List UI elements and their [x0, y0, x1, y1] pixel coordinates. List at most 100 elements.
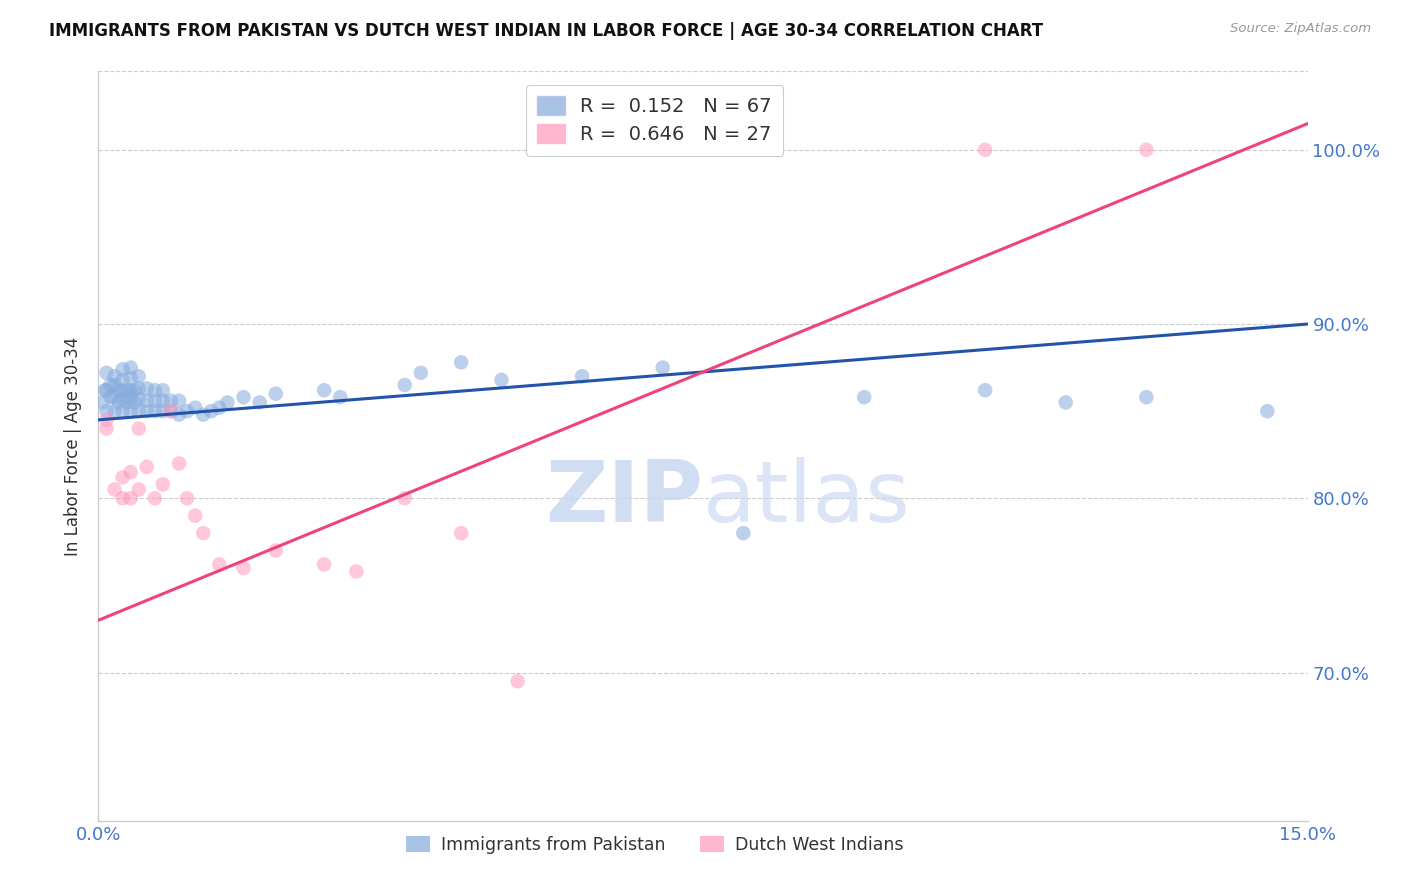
Point — [853, 390, 876, 404]
Point — [124, 395, 146, 409]
Point — [1054, 395, 1077, 409]
Point — [184, 401, 207, 415]
Point — [208, 558, 231, 572]
Point — [193, 526, 215, 541]
Point — [103, 483, 125, 497]
Point — [249, 395, 271, 409]
Point — [264, 386, 287, 401]
Point — [103, 390, 125, 404]
Point — [143, 491, 166, 506]
Point — [394, 491, 416, 506]
Point — [152, 404, 174, 418]
Point — [111, 470, 134, 484]
Point — [120, 404, 142, 418]
Point — [96, 404, 118, 418]
Point — [143, 383, 166, 397]
Point — [111, 373, 134, 387]
Point — [232, 561, 254, 575]
Point — [329, 390, 352, 404]
Point — [120, 392, 142, 406]
Point — [232, 390, 254, 404]
Point — [200, 404, 222, 418]
Point — [128, 404, 150, 418]
Point — [115, 395, 138, 409]
Point — [167, 393, 190, 408]
Point — [394, 378, 416, 392]
Point — [111, 362, 134, 376]
Point — [107, 383, 129, 397]
Point — [135, 459, 157, 474]
Point — [135, 382, 157, 396]
Point — [94, 383, 117, 397]
Point — [124, 383, 146, 397]
Point — [120, 465, 142, 479]
Point — [107, 395, 129, 409]
Point — [1135, 143, 1157, 157]
Y-axis label: In Labor Force | Age 30-34: In Labor Force | Age 30-34 — [65, 336, 83, 556]
Point — [128, 369, 150, 384]
Point — [152, 383, 174, 397]
Text: IMMIGRANTS FROM PAKISTAN VS DUTCH WEST INDIAN IN LABOR FORCE | AGE 30-34 CORRELA: IMMIGRANTS FROM PAKISTAN VS DUTCH WEST I… — [49, 22, 1043, 40]
Point — [208, 401, 231, 415]
Point — [115, 383, 138, 397]
Point — [128, 483, 150, 497]
Point — [651, 360, 673, 375]
Text: ZIP: ZIP — [546, 457, 703, 540]
Point — [176, 404, 198, 418]
Point — [344, 565, 367, 579]
Point — [217, 395, 239, 409]
Point — [264, 543, 287, 558]
Point — [167, 408, 190, 422]
Point — [974, 143, 997, 157]
Point — [1135, 390, 1157, 404]
Point — [314, 383, 336, 397]
Point — [128, 382, 150, 396]
Point — [120, 491, 142, 506]
Point — [91, 395, 114, 409]
Point — [184, 508, 207, 523]
Point — [111, 392, 134, 406]
Point — [103, 378, 125, 392]
Point — [450, 526, 472, 541]
Point — [571, 369, 593, 384]
Point — [135, 404, 157, 418]
Point — [152, 393, 174, 408]
Point — [111, 491, 134, 506]
Point — [160, 404, 183, 418]
Point — [128, 392, 150, 406]
Point — [152, 477, 174, 491]
Point — [96, 413, 118, 427]
Text: atlas: atlas — [703, 457, 911, 540]
Legend: Immigrants from Pakistan, Dutch West Indians: Immigrants from Pakistan, Dutch West Ind… — [399, 829, 910, 861]
Point — [111, 404, 134, 418]
Point — [103, 369, 125, 384]
Point — [143, 393, 166, 408]
Point — [128, 421, 150, 435]
Point — [120, 371, 142, 385]
Text: Source: ZipAtlas.com: Source: ZipAtlas.com — [1230, 22, 1371, 36]
Point — [733, 526, 755, 541]
Point — [120, 360, 142, 375]
Point — [1256, 404, 1278, 418]
Point — [111, 383, 134, 397]
Point — [160, 393, 183, 408]
Point — [96, 366, 118, 380]
Point — [314, 558, 336, 572]
Point — [120, 383, 142, 397]
Point — [176, 491, 198, 506]
Point — [160, 404, 183, 418]
Point — [96, 421, 118, 435]
Point — [100, 378, 122, 392]
Point — [506, 674, 529, 689]
Point — [167, 457, 190, 471]
Point — [409, 366, 432, 380]
Point — [974, 383, 997, 397]
Point — [143, 404, 166, 418]
Point — [103, 404, 125, 418]
Point — [135, 393, 157, 408]
Point — [450, 355, 472, 369]
Point — [193, 408, 215, 422]
Point — [100, 390, 122, 404]
Point — [96, 383, 118, 397]
Point — [491, 373, 513, 387]
